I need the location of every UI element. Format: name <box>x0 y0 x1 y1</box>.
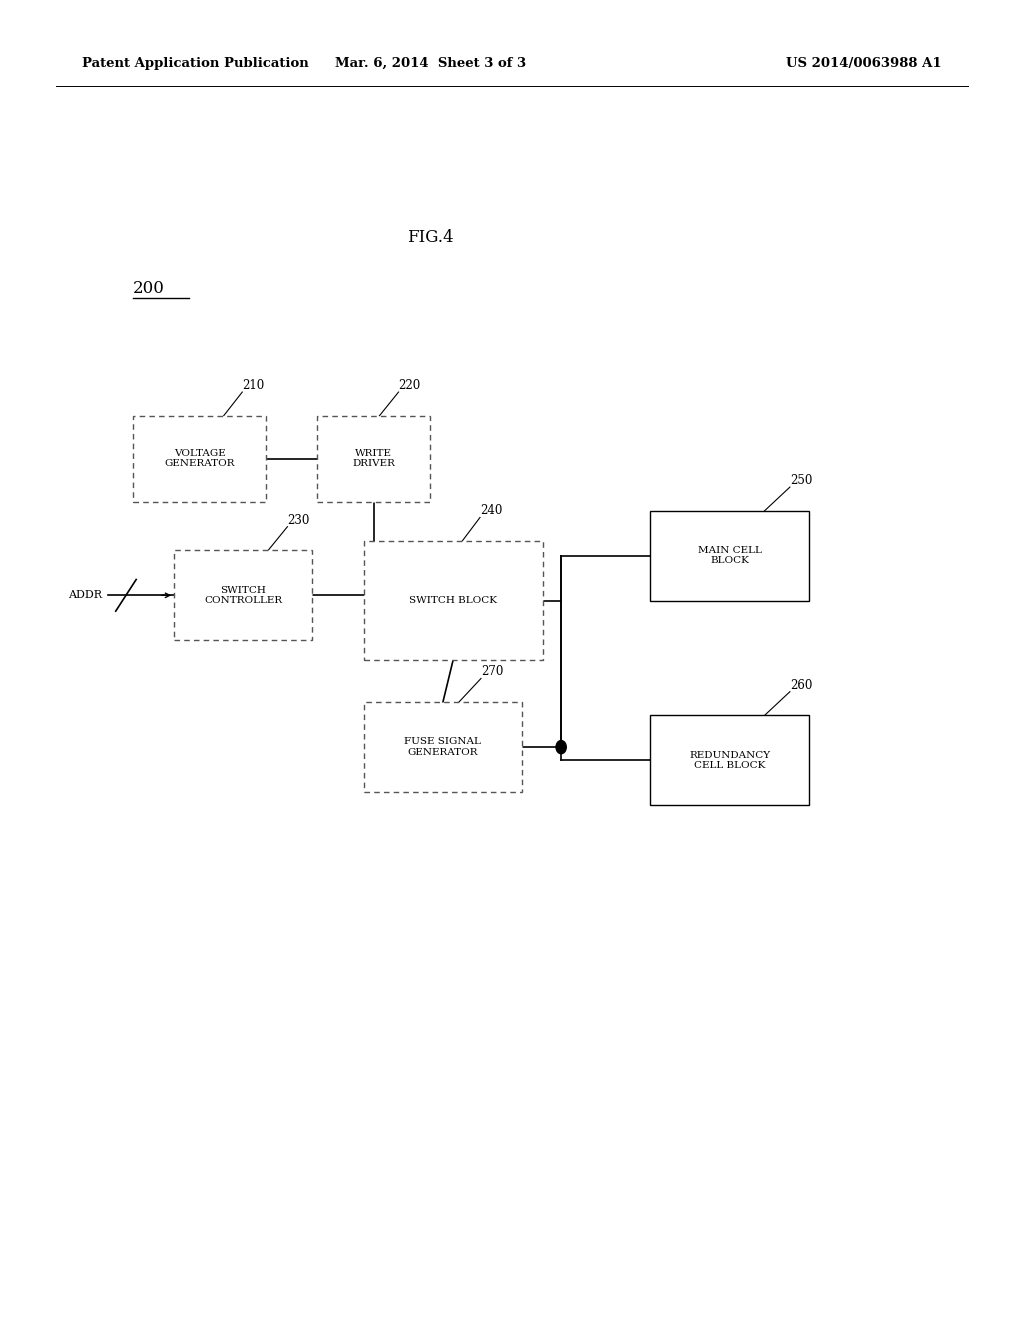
Text: 200: 200 <box>133 280 165 297</box>
Bar <box>174 550 312 640</box>
Text: 210: 210 <box>243 379 264 392</box>
Text: 260: 260 <box>790 678 812 692</box>
Bar <box>364 702 522 792</box>
Bar <box>364 541 543 660</box>
Text: WRITE
DRIVER: WRITE DRIVER <box>352 449 395 469</box>
Text: 270: 270 <box>481 665 504 678</box>
Text: REDUNDANCY
CELL BLOCK: REDUNDANCY CELL BLOCK <box>689 751 770 770</box>
Text: Patent Application Publication: Patent Application Publication <box>82 57 308 70</box>
Text: SWITCH BLOCK: SWITCH BLOCK <box>410 597 497 605</box>
Bar <box>133 416 266 502</box>
Text: MAIN CELL
BLOCK: MAIN CELL BLOCK <box>697 546 762 565</box>
Text: 240: 240 <box>480 504 503 517</box>
Bar <box>317 416 430 502</box>
Text: FUSE SIGNAL
GENERATOR: FUSE SIGNAL GENERATOR <box>404 738 481 756</box>
Text: SWITCH
CONTROLLER: SWITCH CONTROLLER <box>204 586 283 605</box>
Text: ADDR: ADDR <box>69 590 102 601</box>
Text: VOLTAGE
GENERATOR: VOLTAGE GENERATOR <box>165 449 234 469</box>
Text: US 2014/0063988 A1: US 2014/0063988 A1 <box>786 57 942 70</box>
Bar <box>650 511 809 601</box>
Bar <box>650 715 809 805</box>
Text: FIG.4: FIG.4 <box>407 230 454 246</box>
Text: 220: 220 <box>398 379 421 392</box>
Text: Mar. 6, 2014  Sheet 3 of 3: Mar. 6, 2014 Sheet 3 of 3 <box>335 57 525 70</box>
Text: 250: 250 <box>790 474 812 487</box>
Text: 230: 230 <box>288 513 310 527</box>
Circle shape <box>556 741 566 754</box>
